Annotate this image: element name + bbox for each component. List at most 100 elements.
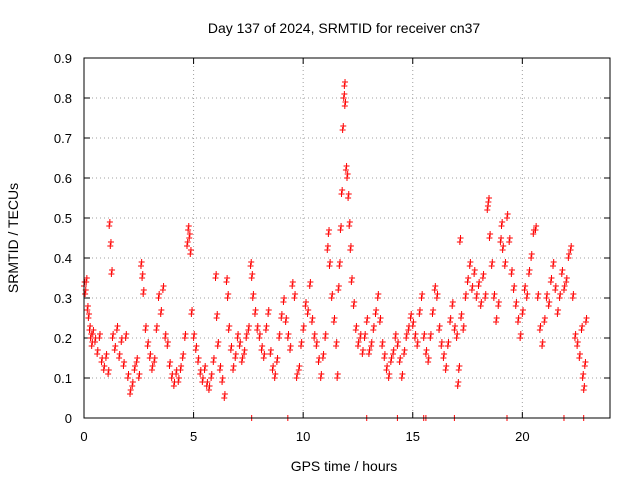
y-tick-label: 0	[65, 411, 72, 426]
data-point	[313, 343, 320, 349]
data-point	[219, 375, 226, 381]
data-point	[140, 287, 147, 293]
data-point	[251, 311, 258, 317]
data-point	[166, 363, 173, 369]
data-point	[438, 339, 445, 345]
data-point	[147, 351, 154, 357]
data-point	[342, 167, 349, 173]
data-point	[501, 263, 508, 269]
data-point	[230, 367, 237, 373]
data-point	[506, 239, 513, 245]
data-point	[219, 379, 226, 385]
tick-labels: 0 0.1 0.2 0.3 0.4 0.5 0.6 0.7 0.8 0.9 0 5 10 15 20	[54, 51, 530, 444]
data-point	[245, 327, 252, 333]
data-point	[524, 291, 531, 297]
data-point	[345, 191, 352, 197]
data-point	[490, 295, 497, 301]
data-point	[362, 331, 369, 337]
data-point	[571, 335, 578, 341]
data-point	[82, 291, 89, 297]
data-point	[180, 351, 187, 357]
data-point	[322, 331, 329, 337]
data-point	[398, 375, 405, 381]
data-point	[300, 323, 307, 329]
data-point	[436, 323, 443, 329]
data-point	[195, 355, 202, 361]
data-point	[185, 227, 192, 233]
data-point	[227, 347, 234, 353]
data-point	[344, 175, 350, 181]
data-point	[528, 251, 535, 257]
data-point	[399, 371, 406, 377]
data-point	[510, 287, 517, 293]
data-point	[441, 351, 448, 357]
data-point	[500, 243, 507, 249]
data-point	[502, 259, 509, 265]
data-point	[425, 355, 432, 361]
data-point	[94, 347, 101, 353]
data-point	[329, 291, 336, 297]
y-tick-label: 0.3	[54, 291, 72, 306]
data-point	[410, 319, 417, 325]
data-point	[384, 363, 391, 369]
data-point	[544, 291, 551, 297]
data-point	[414, 343, 421, 349]
y-tick-label: 0.5	[54, 211, 72, 226]
data-point	[395, 339, 402, 345]
data-point	[173, 371, 180, 377]
data-point	[261, 351, 268, 357]
data-point	[193, 343, 200, 349]
data-point	[256, 335, 263, 341]
data-point	[315, 359, 322, 365]
data-point	[484, 207, 491, 213]
data-point	[109, 335, 116, 341]
data-point	[238, 359, 245, 365]
data-point	[340, 123, 347, 129]
data-point	[89, 331, 96, 337]
data-point	[386, 371, 393, 377]
data-point	[487, 231, 494, 237]
data-point	[550, 259, 557, 265]
data-point	[107, 243, 114, 249]
data-point	[153, 327, 160, 333]
axis-ticks	[83, 57, 610, 419]
y-tick-label: 0.1	[54, 371, 72, 386]
data-point	[416, 311, 423, 317]
data-point	[411, 335, 418, 341]
data-point	[346, 223, 353, 229]
data-point	[213, 271, 220, 277]
data-point	[247, 263, 254, 269]
data-point	[214, 311, 221, 317]
data-point	[339, 187, 346, 193]
data-point	[537, 323, 544, 329]
data-point	[433, 295, 440, 301]
data-point	[430, 307, 437, 313]
data-point	[116, 351, 123, 357]
data-point	[350, 303, 357, 309]
data-point	[422, 351, 429, 357]
data-point	[167, 359, 174, 365]
data-point	[456, 363, 463, 369]
data-point	[208, 375, 215, 381]
data-point	[96, 331, 103, 337]
data-point	[396, 359, 403, 365]
data-point	[175, 379, 182, 385]
data-point	[545, 303, 552, 309]
data-point	[162, 331, 169, 337]
data-point	[370, 327, 377, 333]
data-point	[102, 355, 109, 361]
data-point	[535, 291, 542, 297]
data-point	[187, 251, 194, 257]
data-point	[451, 327, 458, 333]
data-point	[342, 99, 349, 105]
data-point	[217, 363, 224, 369]
data-point	[330, 319, 337, 325]
data-point	[85, 315, 92, 321]
data-point	[84, 307, 91, 313]
data-point	[319, 355, 326, 361]
data-point	[91, 339, 98, 345]
data-point	[87, 323, 94, 329]
data-point	[221, 391, 228, 397]
data-point	[145, 339, 152, 345]
data-point	[324, 243, 331, 249]
